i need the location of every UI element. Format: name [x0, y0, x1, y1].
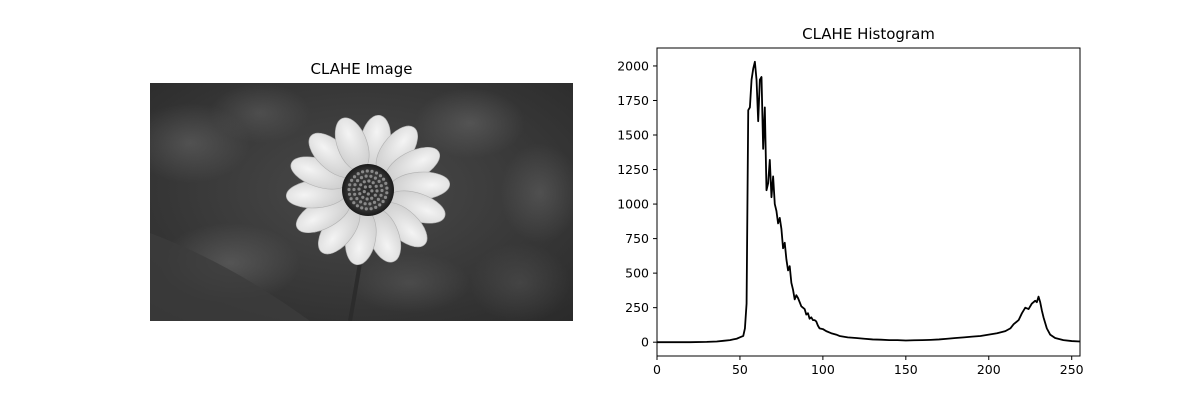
- x-tick-label: 50: [732, 362, 748, 377]
- y-tick-label: 500: [625, 266, 649, 281]
- flower-seed: [367, 179, 371, 183]
- flower-seed: [374, 171, 379, 175]
- flower-seed: [368, 185, 372, 189]
- flower-seed: [371, 181, 375, 185]
- flower-seed: [385, 186, 389, 190]
- flower-seed: [377, 179, 381, 183]
- y-tick-label: 2000: [617, 58, 649, 73]
- y-tick-label: 0: [641, 335, 649, 350]
- x-tick-label: 150: [894, 362, 918, 377]
- flower-seed: [363, 185, 367, 189]
- plot-frame: [656, 47, 1081, 357]
- flower-seed: [361, 170, 365, 174]
- y-tick-label: 1250: [617, 162, 649, 177]
- flower-seed: [370, 189, 374, 193]
- y-tick-label: 1750: [617, 93, 649, 108]
- flower-seed: [347, 192, 352, 196]
- flower-seed: [375, 189, 379, 193]
- flower-seed: [362, 190, 366, 194]
- y-tick-label: 750: [625, 231, 649, 246]
- flower-seed: [359, 183, 363, 187]
- flower-seed: [359, 176, 364, 180]
- y-tick-label: 250: [625, 300, 649, 315]
- flower-seed: [373, 193, 377, 197]
- flower-seed: [381, 199, 385, 204]
- flower-seed: [361, 195, 365, 199]
- flower-seed: [369, 174, 373, 178]
- flower-seed: [353, 183, 357, 187]
- flower-seed: [352, 187, 356, 192]
- flower-seed: [355, 204, 359, 208]
- flower-seed: [352, 201, 356, 205]
- flower-seed: [347, 187, 351, 192]
- flower-seed: [382, 177, 386, 181]
- flower-seed: [383, 195, 388, 199]
- histogram-series-line: [657, 60, 1081, 344]
- image-panel-title: CLAHE Image: [310, 60, 413, 78]
- flower-seed: [378, 174, 383, 178]
- flower-seed: [372, 200, 377, 204]
- flower-seed: [370, 169, 374, 173]
- flower-seed: [380, 188, 384, 193]
- x-tick-label: 100: [811, 362, 835, 377]
- y-tick-label: 1000: [617, 197, 649, 212]
- flower-seed: [356, 172, 360, 176]
- flower-seed: [374, 184, 378, 188]
- flower-seed: [360, 206, 364, 210]
- flower-seed: [368, 202, 372, 206]
- flower-seed: [379, 184, 383, 188]
- flower-seed: [365, 197, 369, 201]
- flower-seed: [364, 174, 368, 178]
- flower-seed: [362, 180, 366, 184]
- flower-seed: [348, 183, 352, 187]
- flower-seed: [357, 187, 361, 191]
- y-tick-label: 1500: [617, 128, 649, 143]
- flower-seed: [365, 169, 369, 173]
- flower-seed: [363, 202, 367, 206]
- x-tick-label: 200: [977, 362, 1001, 377]
- flower-seed: [352, 175, 357, 179]
- histogram-title: CLAHE Histogram: [802, 25, 935, 43]
- flower-seed: [385, 191, 389, 195]
- flower-seed: [374, 205, 378, 209]
- x-tick-label: 250: [1060, 362, 1084, 377]
- flower-seed: [373, 176, 377, 180]
- flower-seed: [355, 197, 359, 201]
- flower-seed: [366, 192, 370, 196]
- flower-seed: [370, 196, 374, 200]
- flower-seed: [356, 179, 360, 183]
- clahe-flower-image: [150, 83, 573, 321]
- x-tick-label: 0: [653, 362, 661, 377]
- flower-seed: [358, 192, 362, 196]
- flower-seed: [359, 200, 363, 204]
- flower-seed: [384, 181, 388, 185]
- flower-seed: [378, 203, 382, 207]
- flower-seed: [350, 178, 354, 182]
- flower-seed: [376, 197, 380, 201]
- flower-seed: [364, 207, 368, 211]
- flower-seed: [369, 207, 373, 211]
- flower-seed: [353, 192, 357, 196]
- flower-seed: [349, 197, 353, 201]
- flower-seed: [379, 193, 383, 197]
